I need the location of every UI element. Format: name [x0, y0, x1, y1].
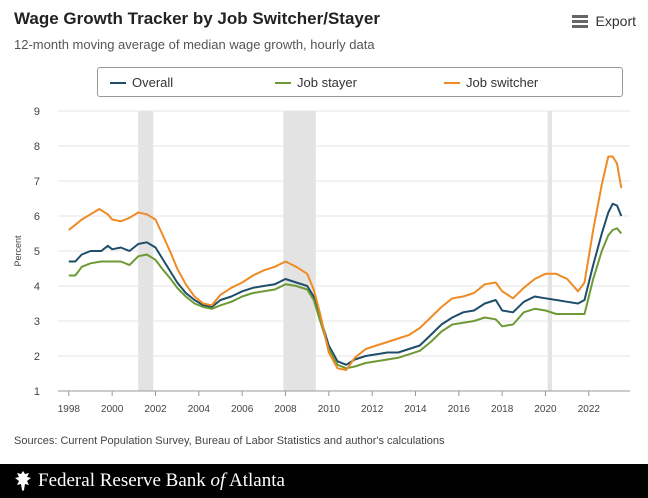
- footer-bar: Federal Reserve Bank of Atlanta: [0, 464, 648, 498]
- x-tick-label: 2016: [448, 404, 471, 415]
- export-label: Export: [595, 13, 636, 29]
- x-tick-label: 2020: [534, 404, 557, 415]
- x-tick-label: 2010: [318, 404, 341, 415]
- series-line-overall: [68, 202, 623, 366]
- y-tick-label: 6: [34, 211, 40, 223]
- y-tick-label: 1: [34, 386, 40, 398]
- x-tick-label: 2014: [404, 404, 427, 415]
- legend-swatch-job-stayer: [275, 81, 291, 84]
- axes: Percent 1998 2000 2002 2004 2006 2008 2010 2012…: [13, 235, 630, 415]
- legend-swatch-job-switcher: [444, 81, 460, 84]
- x-tick-label: 2008: [274, 404, 297, 415]
- menu-icon: [571, 14, 588, 28]
- legend-item-job-switcher[interactable]: Job switcher: [444, 75, 538, 90]
- eagle-logo-icon: [15, 471, 31, 491]
- y-tick-label: 9: [34, 106, 40, 118]
- x-tick-label: 2012: [361, 404, 384, 415]
- y-axis-label: Percent: [13, 235, 23, 267]
- chart-title: Wage Growth Tracker by Job Switcher/Stay…: [14, 9, 380, 28]
- x-tick-label: 2022: [578, 404, 601, 415]
- export-button[interactable]: Export: [571, 13, 636, 29]
- y-tick-label: 3: [34, 316, 40, 328]
- y-tick-label: 7: [34, 176, 40, 188]
- chart-subtitle: 12-month moving average of median wage g…: [14, 37, 375, 52]
- series-lines: [68, 155, 623, 371]
- x-tick-label: 2002: [144, 404, 167, 415]
- brand-name-pre: Federal Reserve Bank: [38, 470, 211, 491]
- legend-item-overall[interactable]: Overall: [110, 75, 173, 90]
- y-tick-label: 8: [34, 141, 40, 153]
- x-tick-label: 2006: [231, 404, 254, 415]
- legend-label-overall: Overall: [132, 75, 174, 90]
- line-chart: 1 2 3 4 5 6 7 8 9 Percent 1998 2000 2002 2004 2006 20…: [13, 106, 630, 415]
- series-line-job-switcher: [68, 155, 623, 371]
- chart-legend: Overall Job stayer Job switcher: [97, 67, 623, 97]
- y-tick-label: 4: [34, 281, 40, 293]
- legend-label-job-stayer: Job stayer: [297, 75, 357, 90]
- x-tick-label: 2000: [101, 404, 124, 415]
- y-tick-label: 5: [34, 246, 40, 258]
- y-tick-label: 2: [34, 351, 40, 363]
- legend-label-job-switcher: Job switcher: [466, 75, 539, 90]
- series-line-job-stayer: [68, 227, 623, 370]
- legend-item-job-stayer[interactable]: Job stayer: [275, 75, 357, 90]
- legend-swatch-overall: [110, 81, 126, 84]
- x-tick-label: 1998: [58, 404, 81, 415]
- brand-name-of: of: [210, 470, 226, 491]
- sources-note: Sources: Current Population Survey, Bure…: [14, 435, 445, 447]
- brand-name-post: Atlanta: [225, 470, 285, 491]
- x-tick-label: 2018: [491, 404, 514, 415]
- brand-name: Federal Reserve Bank of Atlanta: [38, 470, 285, 492]
- x-tick-label: 2004: [188, 404, 211, 415]
